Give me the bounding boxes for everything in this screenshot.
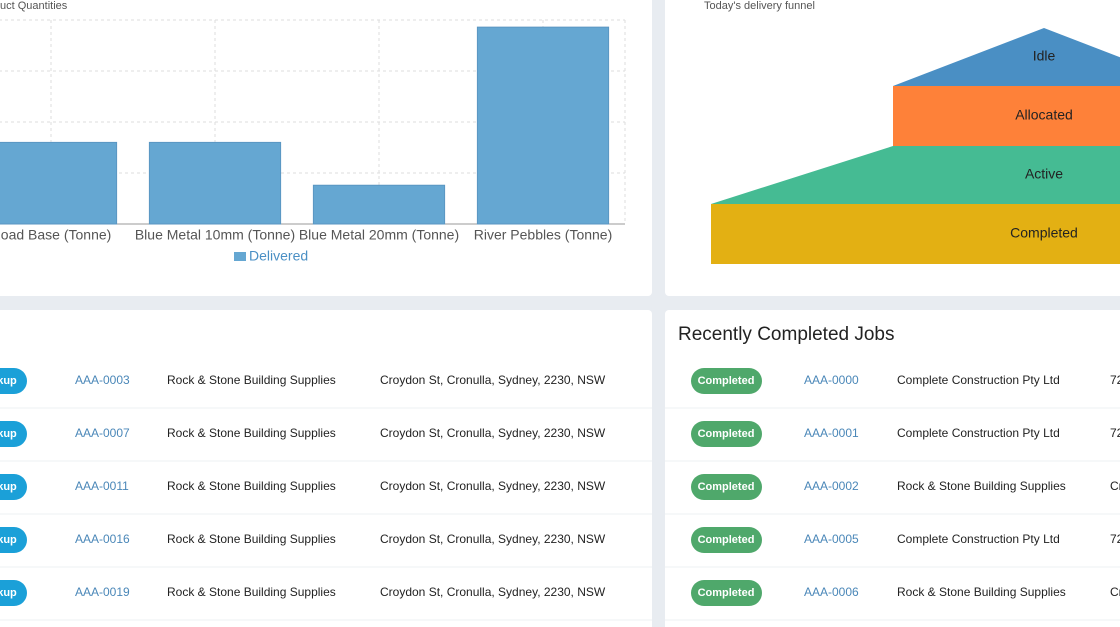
address: Croydon St, Cronulla, Sydney, 2230, NSW [380,479,606,493]
bar [148,141,282,225]
funnel-title: Today's delivery funnel [704,0,815,12]
funnel-stage [893,86,1120,146]
status-badge [0,421,27,447]
status-label: Completed [698,534,755,546]
legend-label: Delivered [249,248,308,264]
address: Croydon St, Cronulla, Sydney, 2230, NSW [380,426,606,440]
company: Rock & Stone Building Supplies [167,479,336,493]
address: Croydon St, Cronulla, Sydney, 2230, NSW [380,585,606,599]
funnel-stage [711,204,1120,264]
bar [476,26,610,225]
job-id-link[interactable]: AAA-0019 [75,585,130,599]
status-label: kup [0,587,17,599]
funnel-stage [711,146,1120,204]
x-tick-label: Blue Metal 20mm (Tonne) [299,227,459,243]
panel [665,310,1120,627]
legend-swatch [234,252,246,261]
address: 72 [1110,373,1120,387]
chart-title: uct Quantities [0,0,68,12]
address: Croydon St, Cronulla, Sydney, 2230, NSW [380,373,606,387]
status-label: Completed [698,481,755,493]
job-id-link[interactable]: AAA-0003 [75,373,130,387]
status-label: Completed [698,428,755,440]
address: Croydon St, Cronulla, Sydney, 2230, NSW [380,532,606,546]
company: Rock & Stone Building Supplies [167,373,336,387]
company: Rock & Stone Building Supplies [897,585,1066,599]
address: Cr [1110,479,1120,493]
status-badge [0,368,27,394]
company: Rock & Stone Building Supplies [897,479,1066,493]
bar [0,141,118,225]
x-tick-label: River Pebbles (Tonne) [474,227,613,243]
x-tick-label: Blue Metal 10mm (Tonne) [135,227,295,243]
company: Complete Construction Pty Ltd [897,373,1060,387]
status-badge [691,527,762,553]
funnel-label: Completed [1010,225,1078,241]
status-badge [691,474,762,500]
status-label: Completed [698,375,755,387]
status-badge [0,580,27,606]
funnel-label: Idle [1033,48,1056,64]
panel [0,310,652,627]
address: 72 [1110,532,1120,546]
job-id-link[interactable]: AAA-0005 [804,532,859,546]
status-label: Completed [698,587,755,599]
job-id-link[interactable]: AAA-0002 [804,479,859,493]
company: Complete Construction Pty Ltd [897,532,1060,546]
status-badge [0,474,27,500]
status-badge [691,368,762,394]
job-id-link[interactable]: AAA-0007 [75,426,130,440]
company: Rock & Stone Building Supplies [167,585,336,599]
status-badge [691,421,762,447]
job-id-link[interactable]: AAA-0011 [75,479,129,493]
status-label: kup [0,428,17,440]
company: Rock & Stone Building Supplies [167,426,336,440]
status-label: kup [0,534,17,546]
address: Cr [1110,585,1120,599]
funnel: Idle Allocated Active Completed [711,28,1120,264]
company: Complete Construction Pty Ltd [897,426,1060,440]
funnel-label: Allocated [1015,107,1073,123]
address: 72 [1110,426,1120,440]
status-badge [0,527,27,553]
job-id-link[interactable]: AAA-0000 [804,373,859,387]
bar [312,184,446,225]
job-id-link[interactable]: AAA-0006 [804,585,859,599]
x-tick-label: Road Base (Tonne) [0,227,111,243]
status-badge [691,580,762,606]
job-id-link[interactable]: AAA-0001 [804,426,859,440]
section-title: Recently Completed Jobs [678,324,895,345]
job-id-link[interactable]: AAA-0016 [75,532,130,546]
status-label: kup [0,375,17,387]
funnel-stage [893,28,1120,86]
funnel-label: Active [1025,166,1063,182]
company: Rock & Stone Building Supplies [167,532,336,546]
status-label: kup [0,481,17,493]
